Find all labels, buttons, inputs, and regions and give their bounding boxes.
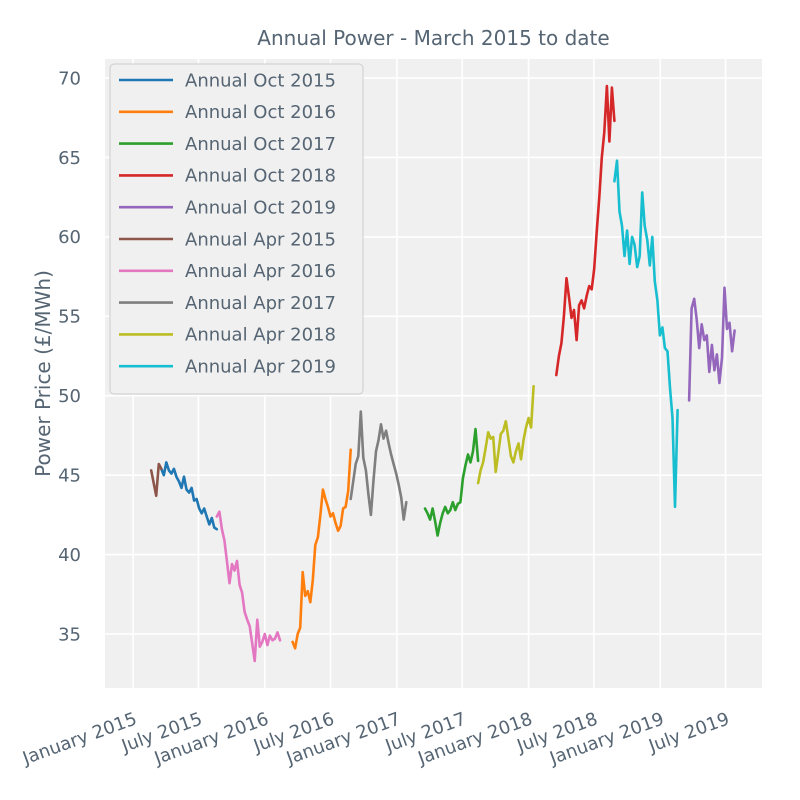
series-line-annual-oct-2015 xyxy=(160,461,219,531)
y-tick-label: 55 xyxy=(58,307,81,328)
series-line-annual-apr-2016 xyxy=(215,510,282,663)
legend-label: Annual Oct 2019 xyxy=(185,198,336,219)
series-line-annual-apr-2018 xyxy=(476,384,535,485)
series-line-annual-oct-2018 xyxy=(554,84,616,377)
legend-box xyxy=(109,63,364,395)
legend: Annual Oct 2015 Annual Oct 2016 Annual Oct… xyxy=(109,63,364,395)
series-line-annual-apr-2017 xyxy=(349,410,408,521)
y-tick-label: 50 xyxy=(58,386,81,407)
chart-title: Annual Power - March 2015 to date xyxy=(257,26,609,50)
series-line-annual-apr-2019 xyxy=(613,159,679,509)
y-tick-label: 65 xyxy=(58,148,81,169)
y-tick-label: 40 xyxy=(58,545,81,566)
series-line-annual-apr-2015 xyxy=(149,462,163,498)
legend-label: Annual Apr 2016 xyxy=(185,261,336,282)
legend-label: Annual Apr 2019 xyxy=(185,357,336,378)
legend-label: Annual Apr 2018 xyxy=(185,325,336,346)
series-lines xyxy=(149,84,736,663)
legend-label: Annual Oct 2018 xyxy=(185,166,336,187)
legend-label: Annual Oct 2016 xyxy=(185,102,336,123)
legend-label: Annual Oct 2015 xyxy=(185,70,336,91)
series-line-annual-oct-2019 xyxy=(687,286,736,402)
legend-label: Annual Apr 2015 xyxy=(185,229,336,250)
y-tick-label: 60 xyxy=(58,227,81,248)
y-tick-label: 70 xyxy=(58,68,81,89)
series-line-annual-oct-2016 xyxy=(291,448,353,650)
y-tick-label: 35 xyxy=(58,624,81,645)
y-axis-label: Power Price (£/MWh) xyxy=(31,270,55,477)
legend-label: Annual Oct 2017 xyxy=(185,134,336,155)
series-line-annual-oct-2017 xyxy=(423,427,480,537)
legend-label: Annual Apr 2017 xyxy=(185,293,336,314)
y-tick-label: 45 xyxy=(58,465,81,486)
